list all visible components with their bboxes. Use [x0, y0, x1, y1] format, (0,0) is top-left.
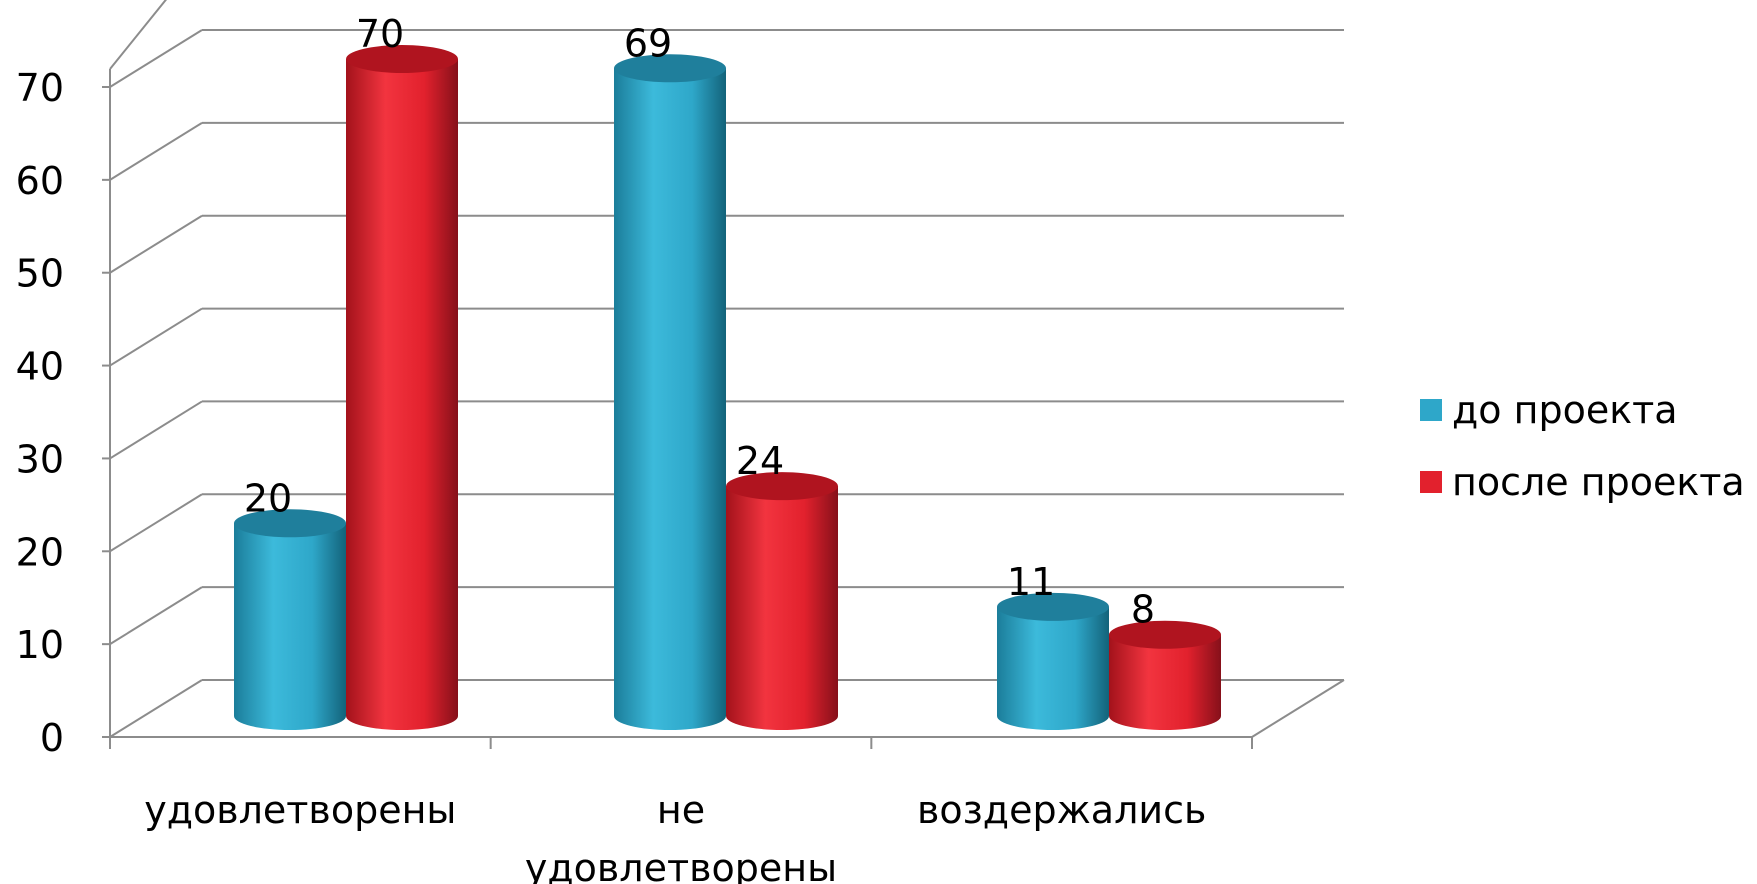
- y-axis: 0 10 20 30 40 50 60 70: [16, 66, 110, 760]
- bar-top-after-0: [346, 45, 458, 73]
- bar-before-2: [997, 606, 1109, 730]
- bar-before-0: [234, 523, 346, 730]
- x-category-label: удовлетворены: [144, 788, 456, 832]
- legend-item-before: до проекта: [1420, 388, 1745, 432]
- bar-top-before-0: [234, 509, 346, 538]
- x-category-label: воздержались: [917, 788, 1206, 832]
- legend-swatch-after: [1420, 471, 1442, 493]
- legend-swatch-before: [1420, 399, 1442, 421]
- y-tick-label: 60: [16, 159, 64, 203]
- legend-label-before: до проекта: [1452, 388, 1678, 432]
- data-label: 20: [244, 476, 292, 520]
- bar-after-0: [346, 59, 458, 730]
- gridline-diagonal: [109, 29, 203, 88]
- data-labels: 20 69 11 70 24 8: [244, 12, 1155, 632]
- y-tick-label: 0: [40, 716, 64, 760]
- gridline-diagonal: [109, 0, 167, 70]
- bar-before-1: [614, 68, 726, 731]
- bar-top-before-2: [997, 592, 1109, 621]
- y-tick-label: 70: [16, 66, 64, 110]
- gridline-diagonal: [109, 307, 203, 367]
- x-axis: удовлетворены не удовлетворены воздержались: [109, 737, 1253, 884]
- bar-top-after-1: [726, 472, 838, 501]
- x-category-label: не: [657, 788, 705, 832]
- bar-top-after-2: [1109, 620, 1221, 649]
- gridline-diagonal: [109, 122, 203, 181]
- y-tick-label: 30: [16, 437, 64, 481]
- gridline-diagonal: [109, 214, 203, 274]
- bar-after-1: [726, 486, 838, 730]
- gridline-diagonal: [109, 586, 203, 645]
- x-category-label: удовлетворены: [525, 846, 837, 884]
- floor-right-edge: [1251, 679, 1345, 738]
- bar-top-before-1: [614, 54, 726, 83]
- data-label: 8: [1131, 588, 1155, 632]
- y-tick-label: 10: [16, 623, 64, 667]
- bars: [234, 45, 1221, 731]
- bar-after-2: [1109, 634, 1221, 730]
- legend-label-after: после проекта: [1452, 460, 1745, 504]
- data-label: 70: [356, 12, 404, 56]
- data-label: 69: [624, 21, 672, 65]
- data-label: 24: [736, 439, 784, 483]
- legend-item-after: после проекта: [1420, 460, 1745, 504]
- gridline-diagonal: [109, 400, 203, 460]
- data-label: 11: [1007, 560, 1055, 604]
- y-tick-label: 40: [16, 345, 64, 389]
- y-tick-label: 20: [16, 530, 64, 574]
- gridline-diagonal: [109, 679, 203, 738]
- gridline-diagonal: [109, 493, 203, 553]
- legend: до проекта после проекта: [1420, 388, 1745, 532]
- y-tick-label: 50: [16, 252, 64, 296]
